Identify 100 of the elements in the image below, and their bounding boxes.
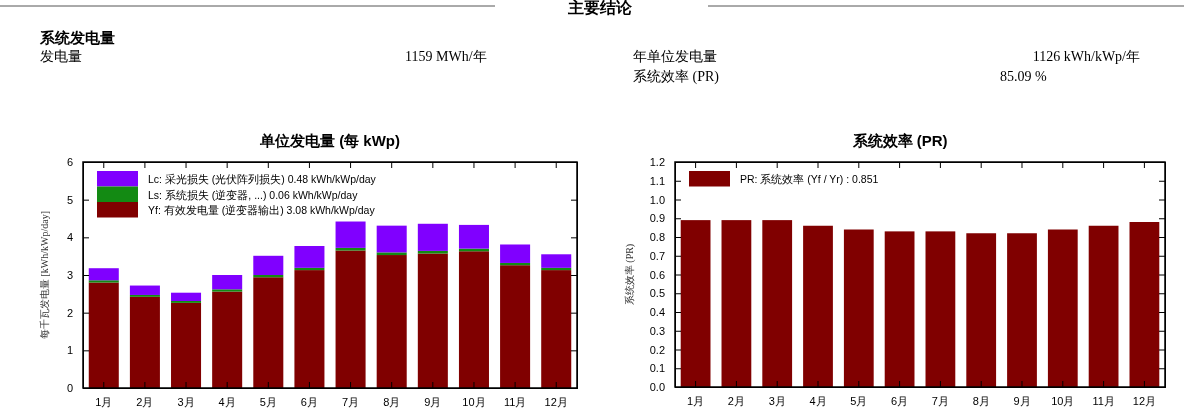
y-tick-label: 0.0 — [649, 381, 665, 394]
bar — [335, 250, 366, 388]
bar — [1088, 225, 1119, 387]
x-tick-label: 10月 — [1051, 394, 1075, 407]
bar — [458, 224, 489, 249]
x-tick-label: 9月 — [424, 395, 442, 408]
text: 系统效率 (PR) — [633, 69, 720, 85]
y-tick-label: 0 — [66, 382, 73, 395]
bar — [884, 231, 915, 387]
x-tick-label: 3月 — [768, 394, 786, 407]
chart-title: 系统效率 (PR) — [851, 132, 948, 149]
legend-label: PR: 系统效率 (Yf / Yr) : 0.851 — [740, 173, 879, 185]
y-tick-label: 1.0 — [649, 193, 665, 206]
x-tick-label: 11月 — [1092, 394, 1115, 407]
y-tick-label: 6 — [66, 156, 73, 169]
bar — [1007, 233, 1037, 387]
legend-label: Ls: 系统损失 (逆变器, ...) 0.06 kWh/kWp/day — [148, 188, 359, 201]
bar — [88, 282, 119, 388]
x-tick-label: 2月 — [136, 395, 154, 408]
x-tick-label: 8月 — [972, 394, 990, 407]
y-tick-label: 0.1 — [649, 362, 665, 375]
text: 发电量 — [40, 49, 82, 64]
bar — [88, 268, 119, 281]
bar — [88, 280, 119, 283]
bar — [171, 292, 202, 301]
bar — [212, 289, 243, 292]
bar — [1129, 222, 1160, 387]
bar — [762, 220, 793, 387]
x-tick-label: 12月 — [1132, 394, 1157, 407]
bar — [129, 285, 160, 295]
y-tick-label: 3 — [66, 269, 73, 282]
bar — [171, 302, 202, 388]
x-tick-label: 3月 — [177, 395, 195, 408]
y-tick-label: 2 — [66, 306, 73, 319]
bar — [458, 251, 489, 388]
chart-title: 单位发电量 (每 kWp) — [259, 132, 400, 149]
x-tick-label: 10月 — [462, 395, 486, 408]
y-tick-label: 0.5 — [649, 287, 665, 300]
bar — [253, 255, 284, 275]
bar — [680, 220, 711, 387]
bar — [212, 291, 243, 388]
x-tick-label: 11月 — [503, 395, 527, 408]
legend-label: Lc: 采光损失 (光伏阵列损失) 0.48 kWh/kWp/day — [148, 173, 377, 185]
x-tick-label: 4月 — [809, 394, 827, 407]
text: 1126 kWh/kWp/年 — [1032, 49, 1140, 64]
x-tick-label: 6月 — [300, 395, 318, 408]
bar — [541, 254, 572, 268]
bar — [500, 244, 531, 263]
x-tick-label: 5月 — [259, 395, 277, 408]
y-tick-label: 4 — [66, 231, 73, 244]
bar — [376, 252, 407, 256]
bar — [417, 250, 448, 254]
y-tick-label: 0.6 — [649, 268, 665, 281]
bar — [294, 246, 325, 268]
text: 85.09 % — [1000, 69, 1047, 84]
bar — [335, 247, 366, 251]
x-tick-label: 6月 — [891, 394, 909, 407]
text: 1159 MWh/年 — [405, 49, 487, 64]
x-tick-label: 4月 — [218, 395, 236, 408]
text: 年单位发电量 — [633, 49, 717, 64]
x-tick-label: 9月 — [1013, 394, 1031, 407]
y-tick-label: 0.8 — [649, 231, 665, 244]
bar — [541, 270, 572, 388]
text: 系统发电量 — [39, 30, 115, 46]
y-tick-label: 0.9 — [649, 212, 665, 225]
y-tick-label: 0.4 — [649, 306, 665, 319]
bar — [803, 225, 833, 387]
bar — [925, 231, 956, 387]
y-tick-label: 0.3 — [649, 324, 665, 337]
bar — [1047, 229, 1078, 387]
bar — [129, 296, 160, 388]
y-tick-label: 5 — [66, 193, 73, 206]
bar — [966, 233, 997, 387]
bar — [417, 253, 448, 388]
bar — [721, 220, 752, 387]
y-tick-label: 0.2 — [649, 343, 665, 356]
bar — [335, 221, 366, 248]
y-axis-title: 每千瓦发电量 [kWh/kWp/day] — [39, 210, 50, 340]
y-tick-label: 0.7 — [649, 249, 665, 262]
x-tick-label: 1月 — [95, 395, 113, 408]
legend-label: Yf: 有效发电量 (逆变器输出) 3.08 kWh/kWp/day — [148, 204, 376, 216]
bar — [212, 275, 243, 290]
bar — [294, 270, 325, 388]
y-tick-label: 1.1 — [649, 174, 665, 187]
x-tick-label: 12月 — [544, 395, 568, 408]
y-axis-title: 系统效率 (PR) — [624, 243, 636, 306]
y-tick-label: 1.2 — [649, 156, 665, 169]
x-tick-label: 5月 — [850, 394, 868, 407]
y-tick-label: 1 — [66, 344, 73, 357]
x-tick-label: 7月 — [342, 395, 360, 408]
bar — [417, 223, 448, 251]
x-tick-label: 2月 — [727, 394, 745, 407]
bar — [843, 229, 874, 387]
bar — [253, 277, 284, 388]
bar — [500, 265, 531, 388]
x-tick-label: 8月 — [383, 395, 401, 408]
x-tick-label: 7月 — [931, 394, 949, 407]
bar — [376, 225, 407, 253]
x-tick-label: 1月 — [687, 394, 705, 407]
bar — [376, 255, 407, 388]
